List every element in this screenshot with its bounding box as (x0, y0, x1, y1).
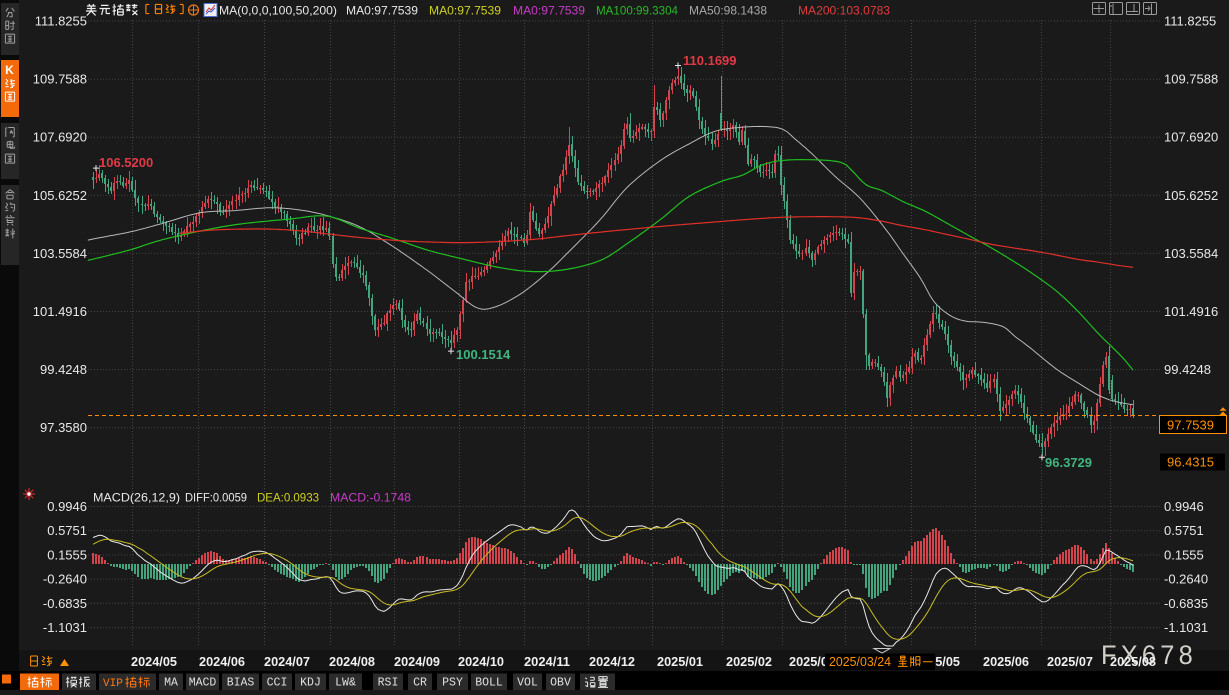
svg-text:0.9946: 0.9946 (47, 499, 87, 514)
svg-text:2025/01: 2025/01 (657, 655, 703, 669)
svg-text:-1.1031: -1.1031 (1164, 620, 1208, 635)
svg-text:CCI: CCI (267, 677, 288, 690)
svg-text:MA(0,0,0,100,50,200): MA(0,0,0,100,50,200) (219, 4, 337, 18)
svg-text:2025/06: 2025/06 (983, 655, 1029, 669)
svg-text:103.5584: 103.5584 (1164, 246, 1218, 261)
svg-text:KDJ: KDJ (300, 677, 321, 690)
svg-text:-1.1031: -1.1031 (43, 620, 87, 635)
svg-text:2025/02: 2025/02 (726, 655, 772, 669)
svg-text:0.9946: 0.9946 (1164, 499, 1204, 514)
svg-text:OBV: OBV (550, 677, 571, 690)
svg-text:2025/07: 2025/07 (1047, 655, 1093, 669)
svg-text:MACD:-0.1748: MACD:-0.1748 (330, 491, 411, 505)
svg-text:BIAS: BIAS (227, 677, 255, 690)
svg-text:MACD: MACD (189, 677, 217, 690)
svg-text:0.1555: 0.1555 (1164, 547, 1204, 562)
svg-text:99.4248: 99.4248 (1164, 362, 1211, 377)
svg-text:101.4916: 101.4916 (33, 304, 87, 319)
svg-text:97.3580: 97.3580 (40, 420, 87, 435)
svg-text:2024/10: 2024/10 (458, 655, 504, 669)
svg-text:-0.2640: -0.2640 (1164, 572, 1208, 587)
svg-text:MA: MA (164, 677, 178, 690)
svg-text:2024/11: 2024/11 (524, 655, 570, 669)
svg-text:BOLL: BOLL (475, 677, 503, 690)
svg-text:105.6252: 105.6252 (1164, 188, 1218, 203)
svg-text:MA0:97.7539: MA0:97.7539 (513, 4, 585, 18)
svg-text:2024/07: 2024/07 (264, 655, 310, 669)
svg-text:97.7539: 97.7539 (1167, 418, 1214, 433)
svg-text:DEA:0.0933: DEA:0.0933 (257, 491, 319, 505)
svg-text:LW&: LW& (335, 677, 356, 690)
svg-text:101.4916: 101.4916 (1164, 304, 1218, 319)
svg-text:-0.6835: -0.6835 (43, 596, 87, 611)
svg-text:0.5751: 0.5751 (47, 523, 87, 538)
svg-text:0.1555: 0.1555 (47, 547, 87, 562)
svg-text:DIFF:0.0059: DIFF:0.0059 (185, 491, 247, 505)
svg-text:2024/06: 2024/06 (199, 655, 245, 669)
svg-text:106.5200: 106.5200 (99, 155, 153, 170)
svg-text:107.6920: 107.6920 (33, 130, 87, 145)
svg-text:2024/05: 2024/05 (131, 655, 177, 669)
svg-text:2025/03/24: 2025/03/24 (829, 655, 891, 669)
svg-text:96.4315: 96.4315 (1167, 455, 1214, 470)
svg-text:MA100:99.3304: MA100:99.3304 (596, 4, 678, 18)
svg-text:VIP: VIP (103, 678, 123, 690)
svg-text:MA0:97.7539: MA0:97.7539 (346, 4, 418, 18)
svg-text:MACD(26,12,9): MACD(26,12,9) (93, 491, 180, 505)
svg-text:107.6920: 107.6920 (1164, 130, 1218, 145)
svg-text:2025/03: 2025/03 (789, 655, 835, 669)
svg-text:FX678: FX678 (1101, 640, 1197, 670)
svg-text:MA0:97.7539: MA0:97.7539 (429, 4, 501, 18)
svg-text:2024/08: 2024/08 (329, 655, 375, 669)
svg-text:-0.6835: -0.6835 (1164, 596, 1208, 611)
svg-text:96.3729: 96.3729 (1045, 455, 1092, 470)
svg-text:MA200:103.0783: MA200:103.0783 (798, 4, 890, 18)
svg-text:2024/12: 2024/12 (589, 655, 635, 669)
svg-text:111.8255: 111.8255 (35, 14, 87, 29)
svg-text:MA50:98.1438: MA50:98.1438 (689, 4, 767, 18)
svg-text:-0.2640: -0.2640 (43, 572, 87, 587)
svg-text:110.1699: 110.1699 (683, 53, 737, 68)
svg-text:K: K (5, 63, 14, 77)
svg-text:2025/08: 2025/08 (1110, 655, 1156, 669)
svg-text:2024/09: 2024/09 (394, 655, 440, 669)
svg-text:109.7588: 109.7588 (1164, 72, 1218, 87)
svg-text:99.4248: 99.4248 (40, 362, 87, 377)
svg-text:109.7588: 109.7588 (33, 72, 87, 87)
svg-text:111.8255: 111.8255 (1164, 14, 1216, 29)
svg-text:VOL: VOL (517, 677, 538, 690)
svg-text:0.5751: 0.5751 (1164, 523, 1204, 538)
svg-text:PSY: PSY (442, 677, 463, 690)
svg-text:100.1514: 100.1514 (456, 347, 511, 362)
svg-text:105.6252: 105.6252 (33, 188, 87, 203)
svg-text:103.5584: 103.5584 (33, 246, 87, 261)
svg-text:CR: CR (413, 677, 427, 690)
svg-text:RSI: RSI (378, 677, 399, 690)
